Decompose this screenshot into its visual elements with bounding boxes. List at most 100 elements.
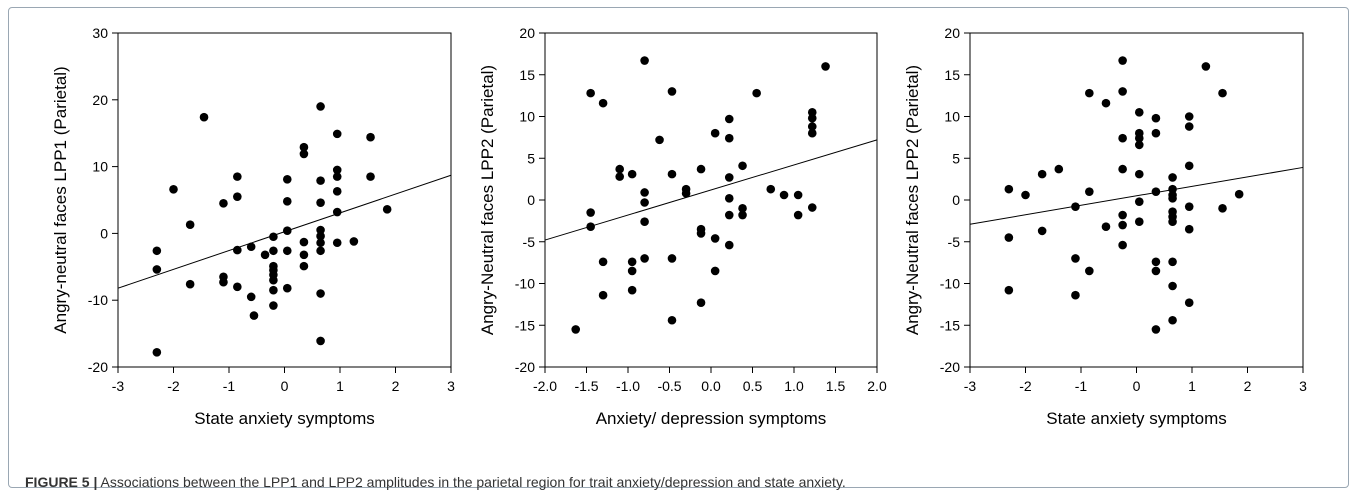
chart-3-data-point bbox=[1168, 281, 1177, 291]
chart-1-data-point bbox=[152, 348, 162, 357]
chart-3-data-point bbox=[1085, 88, 1094, 98]
chart-3-data-point bbox=[1151, 187, 1161, 196]
chart-3-data-point bbox=[1168, 315, 1177, 325]
chart-1-data-point bbox=[316, 102, 325, 111]
chart-2-x-tick-label: 0.0 bbox=[701, 378, 721, 394]
chart-2-data-point bbox=[627, 285, 637, 295]
chart-2-data-point bbox=[640, 254, 649, 263]
chart-3-y-tick-label: 10 bbox=[944, 109, 960, 125]
chart-1-x-tick-label: -1 bbox=[223, 378, 236, 394]
chart-2-x-tick-label: 1.0 bbox=[784, 378, 804, 394]
chart-2-data-point bbox=[627, 266, 637, 276]
chart-3-data-point bbox=[1037, 169, 1047, 179]
chart-1-x-tick-label: 0 bbox=[281, 378, 289, 394]
chart-1-data-point bbox=[233, 192, 242, 201]
chart-2-data-point bbox=[779, 190, 789, 200]
chart-3-y-tick-label: -5 bbox=[948, 234, 961, 250]
chart-2-data-point bbox=[586, 88, 595, 98]
chart-1-data-point bbox=[316, 231, 325, 241]
chart-3-data-point bbox=[1151, 266, 1161, 276]
chart-3-data-point bbox=[1168, 257, 1177, 267]
chart-3-x-axis-label: State anxiety symptoms bbox=[1046, 409, 1226, 428]
chart-1-x-axis-label: State anxiety symptoms bbox=[194, 409, 374, 428]
chart-1-data-point bbox=[269, 275, 278, 285]
chart-1-data-point bbox=[299, 250, 309, 260]
chart-1-x-tick-label: -3 bbox=[112, 378, 125, 394]
chart-2-data-point bbox=[586, 222, 595, 232]
chart-1-data-point bbox=[316, 238, 325, 248]
chart-2-data-point bbox=[615, 164, 624, 174]
chart-3-data-point bbox=[1168, 194, 1177, 203]
chart-3-y-tick-label: 5 bbox=[952, 150, 960, 166]
chart-2-data-point bbox=[640, 217, 649, 227]
chart-1-data-point bbox=[282, 226, 292, 236]
chart-2-data-point bbox=[793, 210, 803, 220]
chart-2-y-tick-label: 0 bbox=[527, 192, 535, 208]
chart-2-data-point bbox=[640, 56, 649, 65]
chart-1-data-point bbox=[282, 246, 292, 256]
chart-1-data-point bbox=[349, 237, 359, 246]
chart-1-data-point bbox=[299, 261, 309, 271]
chart-3-data-point bbox=[1118, 240, 1127, 250]
chart-1-x-tick-label: 1 bbox=[336, 378, 344, 394]
chart-3-data-point bbox=[1118, 210, 1127, 220]
chart-2-data-point bbox=[793, 190, 803, 200]
chart-1-data-point bbox=[282, 174, 292, 184]
chart-1-data-point bbox=[269, 285, 278, 295]
chart-2-y-tick-label: 5 bbox=[527, 150, 535, 166]
chart-2-data-point bbox=[710, 234, 720, 243]
chart-2-data-point bbox=[627, 169, 637, 179]
chart-2-y-tick-label: -10 bbox=[515, 276, 535, 292]
chart-1-data-point bbox=[269, 232, 278, 242]
chart-2-data-point bbox=[667, 87, 677, 96]
chart-2-y-tick-label: 15 bbox=[519, 67, 535, 83]
chart-3-y-tick-label: -15 bbox=[940, 317, 960, 333]
chart-2-data-point bbox=[724, 173, 734, 182]
chart-2-data-point bbox=[667, 254, 677, 263]
figure-caption-label: FIGURE 5 | bbox=[25, 474, 98, 490]
chart-3-x-tick-label: 3 bbox=[1299, 378, 1307, 394]
chart-1-data-point bbox=[332, 129, 342, 139]
chart-2-data-point bbox=[724, 210, 734, 220]
chart-2-y-tick-label: 10 bbox=[519, 109, 535, 125]
chart-1-data-point bbox=[316, 246, 325, 256]
chart-3-data-point bbox=[1151, 128, 1161, 138]
chart-3-data-point bbox=[1118, 87, 1127, 96]
chart-1-data-point bbox=[316, 225, 325, 235]
chart-2-x-tick-label: -2.0 bbox=[533, 378, 557, 394]
chart-3-data-point bbox=[1134, 108, 1144, 117]
chart-3-data-point bbox=[1101, 98, 1111, 108]
chart-1-data-point bbox=[299, 237, 309, 247]
chart-2-data-point bbox=[696, 164, 706, 174]
chart-2-data-point bbox=[681, 189, 691, 198]
chart-1-y-tick-label: -10 bbox=[88, 292, 108, 308]
chart-3-data-point bbox=[1201, 62, 1211, 71]
chart-2-data-point bbox=[571, 325, 581, 334]
chart-2-data-point bbox=[738, 204, 747, 213]
chart-3-data-point bbox=[1184, 122, 1194, 131]
chart-3-data-point bbox=[1184, 202, 1194, 211]
chart-1-data-point bbox=[332, 165, 342, 175]
chart-2-data-point bbox=[710, 128, 720, 138]
chart-3-x-tick-label: -2 bbox=[1019, 378, 1032, 394]
chart-1-data-point bbox=[299, 149, 309, 159]
chart-3-data-point bbox=[1184, 224, 1194, 234]
chart-1-y-tick-label: -20 bbox=[88, 359, 108, 375]
chart-2-data-point bbox=[696, 229, 706, 238]
chart-3-data-point bbox=[1118, 56, 1127, 65]
chart-1-data-point bbox=[185, 279, 195, 289]
chart-1-data-point bbox=[246, 242, 256, 252]
chart-2-data-point bbox=[807, 113, 817, 123]
chart-1-data-point bbox=[316, 198, 325, 207]
chart-2-x-tick-label: -0.5 bbox=[657, 378, 681, 394]
chart-1-data-point bbox=[282, 283, 292, 293]
chart-3-data-point bbox=[1004, 285, 1014, 295]
chart-2-data-point bbox=[738, 210, 747, 220]
chart-2-data-point bbox=[615, 172, 624, 181]
chart-2-data-point bbox=[724, 194, 734, 203]
chart-1-data-point bbox=[169, 185, 178, 194]
chart-3-y-axis-label: Angry-Neutral faces LPP2 (Parietal) bbox=[903, 65, 922, 335]
chart-3-y-tick-label: 20 bbox=[944, 25, 960, 41]
chart-3-regression-line bbox=[969, 166, 1304, 225]
